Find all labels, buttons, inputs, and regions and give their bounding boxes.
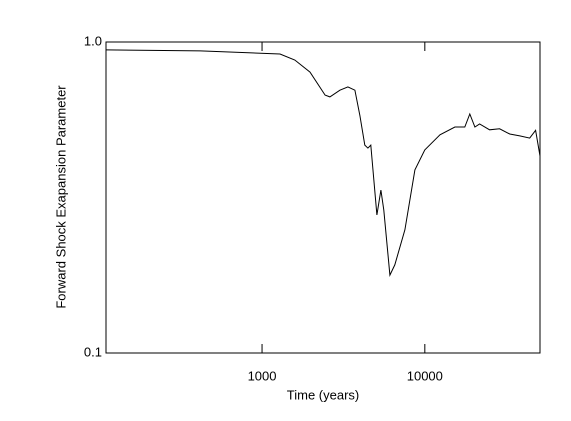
x-axis-label: Time (years) xyxy=(287,387,359,402)
y-axis-label: Forward Shock Exapansion Parameter xyxy=(53,85,68,309)
plot-frame xyxy=(105,41,541,354)
x-tick-label: 1000 xyxy=(248,368,277,383)
data-line xyxy=(105,49,541,277)
y-tick-label: 0.1 xyxy=(84,344,102,359)
y-tick-label: 1.0 xyxy=(84,33,102,48)
x-tick-label: 10000 xyxy=(407,368,443,383)
